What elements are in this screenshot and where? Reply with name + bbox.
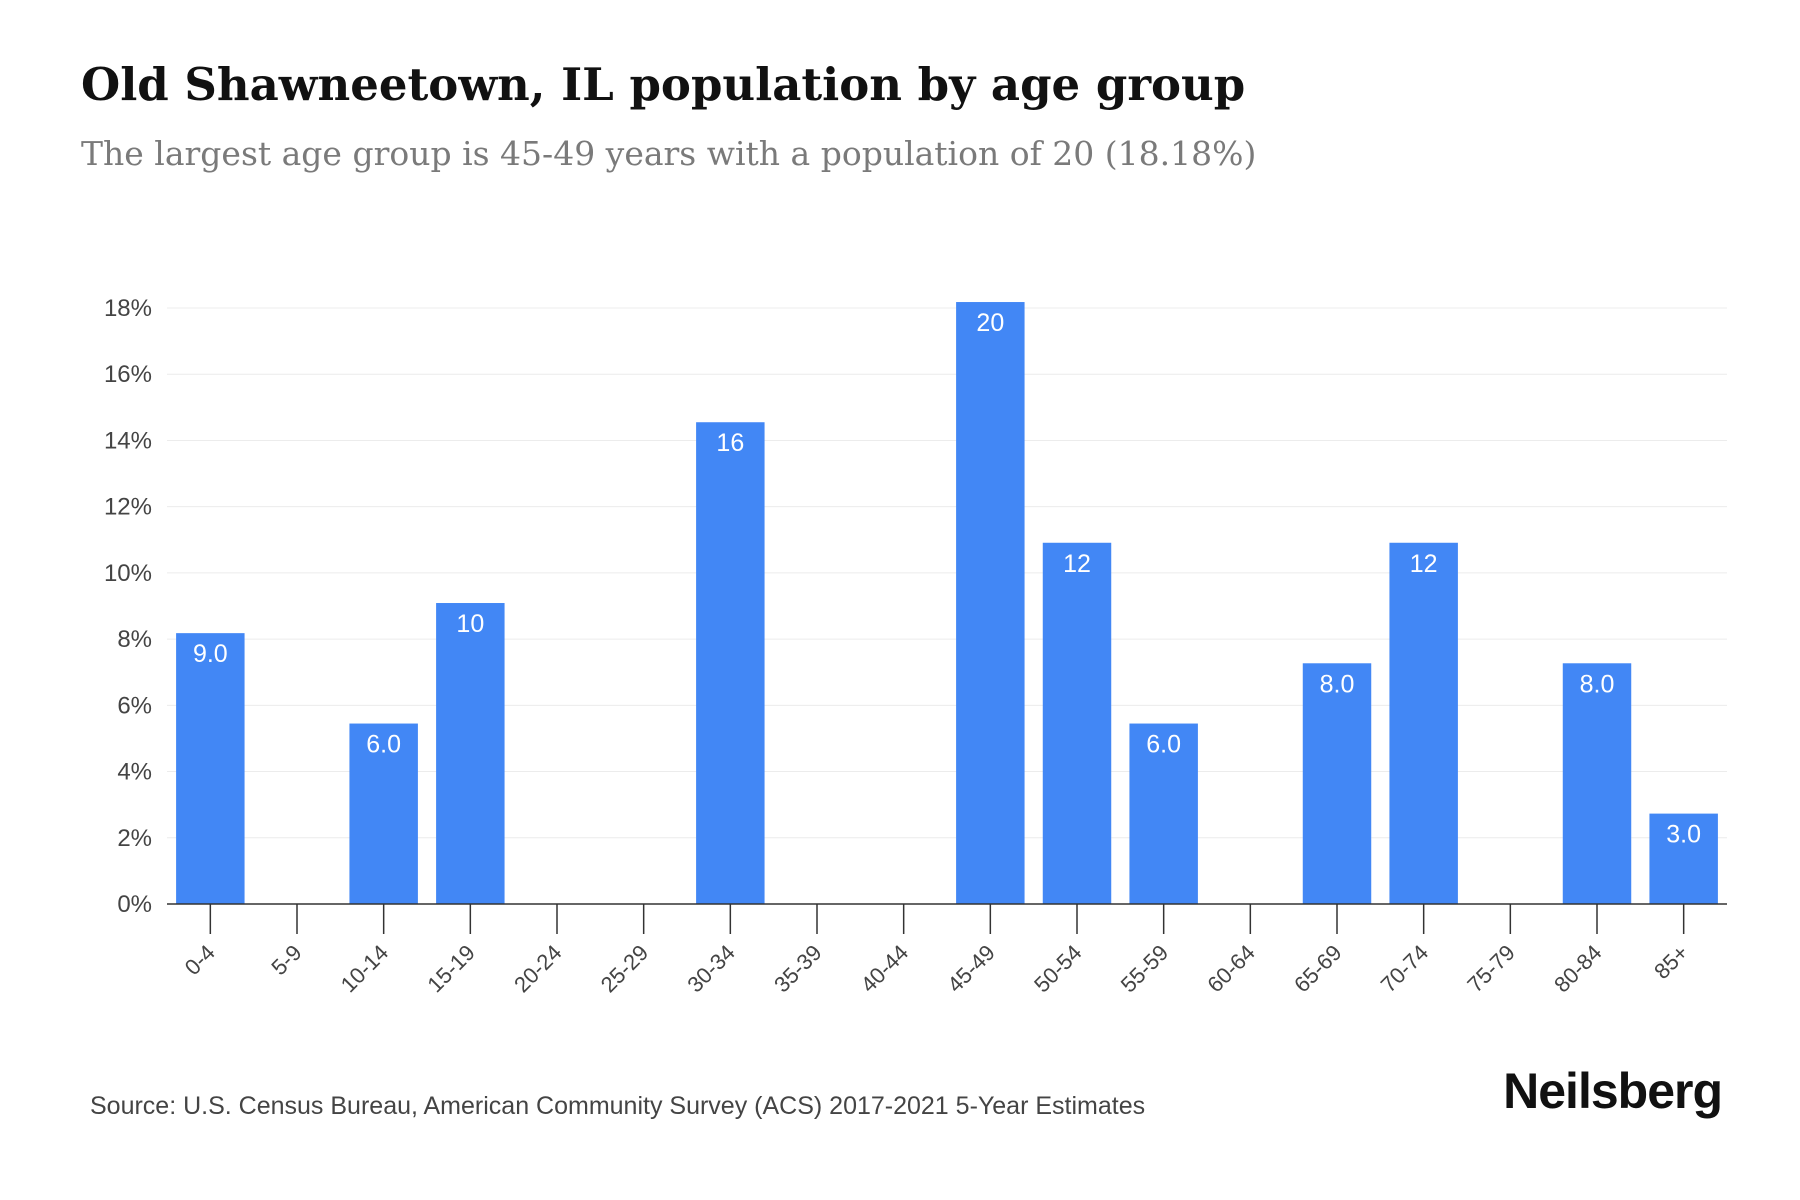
data-label: 12 bbox=[1410, 550, 1438, 578]
bar-10-14 bbox=[349, 723, 418, 904]
bar-65-69 bbox=[1302, 663, 1372, 904]
data-label: 6.0 bbox=[366, 731, 401, 759]
data-label: 8.0 bbox=[1320, 670, 1355, 698]
chart-title: Old Shawneetown, IL population by age gr… bbox=[81, 58, 1246, 111]
y-tick-label: 8% bbox=[117, 626, 152, 653]
y-tick-label: 16% bbox=[104, 361, 152, 388]
bar-50-54 bbox=[1042, 542, 1112, 904]
bar-15-19 bbox=[436, 603, 505, 904]
brand-logo: Neilsberg bbox=[1503, 1063, 1723, 1119]
grid-lines bbox=[167, 307, 1727, 839]
x-tick-label: 60-64 bbox=[1202, 940, 1259, 997]
x-tick-label: 40-44 bbox=[856, 940, 913, 997]
data-label: 20 bbox=[976, 309, 1004, 337]
x-tick-label: 80-84 bbox=[1549, 940, 1606, 997]
bar-70-74 bbox=[1389, 542, 1458, 904]
x-tick-label: 65-69 bbox=[1289, 940, 1346, 997]
x-tick-label: 0-4 bbox=[180, 940, 220, 980]
chart-subtitle: The largest age group is 45-49 years wit… bbox=[81, 134, 1257, 173]
x-tick-label: 10-14 bbox=[336, 940, 393, 997]
data-label: 16 bbox=[716, 429, 744, 457]
x-tick-label: 5-9 bbox=[266, 940, 306, 980]
y-tick-label: 4% bbox=[117, 759, 152, 786]
bar-0-4 bbox=[176, 633, 245, 904]
data-label: 6.0 bbox=[1146, 731, 1181, 759]
source-note: Source: U.S. Census Bureau, American Com… bbox=[90, 1092, 1146, 1120]
x-tick-label: 15-19 bbox=[422, 940, 479, 997]
y-tick-label: 12% bbox=[104, 494, 152, 521]
bar-80-84 bbox=[1562, 663, 1632, 904]
x-tick-label: 50-54 bbox=[1029, 940, 1086, 997]
x-axis: 0-4 5-9 10-14 15-19 20-24 25-29 30-34 35-39 40-4… bbox=[167, 903, 1727, 997]
x-tick-label: 75-79 bbox=[1462, 940, 1519, 997]
x-tick-label: 25-29 bbox=[596, 940, 653, 997]
bar-55-59 bbox=[1129, 723, 1198, 904]
data-label: 8.0 bbox=[1580, 670, 1615, 698]
x-tick-label: 30-34 bbox=[682, 940, 739, 997]
x-tick-label: 55-59 bbox=[1116, 940, 1173, 997]
bar-85+ bbox=[1649, 813, 1718, 904]
x-tick-label: 70-74 bbox=[1376, 940, 1433, 997]
x-tick-label: 85+ bbox=[1649, 940, 1693, 984]
y-tick-label: 10% bbox=[104, 560, 152, 587]
x-tick-label: 45-49 bbox=[942, 940, 999, 997]
data-label: 3.0 bbox=[1666, 821, 1701, 849]
bars bbox=[176, 302, 1718, 904]
bar-45-49 bbox=[956, 302, 1025, 904]
y-tick-label: 0% bbox=[117, 891, 152, 918]
y-tick-label: 6% bbox=[117, 692, 152, 719]
y-tick-label: 14% bbox=[104, 427, 152, 454]
y-tick-label: 2% bbox=[117, 825, 152, 852]
data-labels: 9.0 6.0 10 16 20 12 6.0 8.0 12 8.0 3.0 bbox=[193, 309, 1701, 849]
data-label: 10 bbox=[456, 610, 484, 638]
data-label: 12 bbox=[1063, 550, 1091, 578]
bar-30-34 bbox=[696, 422, 765, 904]
data-label: 9.0 bbox=[193, 640, 228, 668]
y-tick-label: 18% bbox=[104, 295, 152, 322]
y-axis: 0% 2% 4% 6% 8% 10% 12% 14% 16% 18% bbox=[104, 295, 152, 918]
x-tick-label: 20-24 bbox=[509, 940, 566, 997]
x-tick-label: 35-39 bbox=[769, 940, 826, 997]
